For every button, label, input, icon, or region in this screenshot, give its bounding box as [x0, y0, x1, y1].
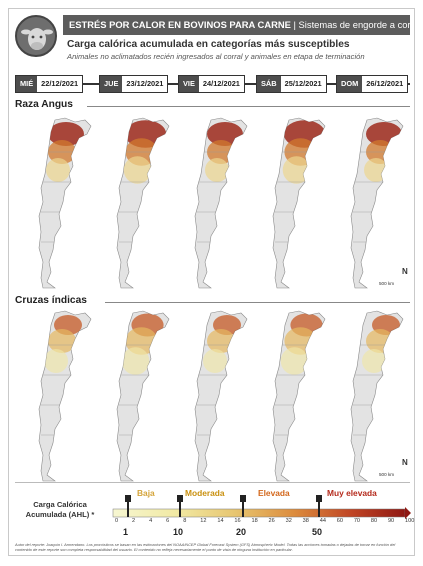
heat-map-indicas-day-2	[103, 305, 179, 485]
section-title-angus: Raza Angus	[15, 99, 73, 110]
threshold-label: 10	[173, 527, 184, 537]
heat-map-indicas-day-3	[181, 305, 257, 485]
date-value: 26/12/2021	[366, 79, 404, 88]
legend-color-bar	[112, 495, 411, 519]
legend-tick: 26	[268, 518, 275, 524]
legend-category-baja: Baja	[137, 488, 155, 498]
date-chip: VIE 24/12/2021	[178, 75, 245, 93]
legend: Carga Calórica Acumulada (AHL) * Baja Mo…	[15, 482, 414, 540]
header: ESTRÉS POR CALOR EN BOVINOS PARA CARNE |…	[9, 9, 414, 79]
legend-tick: 4	[149, 518, 153, 524]
section-divider	[105, 302, 410, 303]
report-title-suffix: | Sistemas de engorde a corral	[290, 19, 411, 30]
legend-tick: 90	[387, 518, 395, 524]
date-value: 23/12/2021	[126, 79, 164, 88]
date-value: 24/12/2021	[202, 79, 240, 88]
legend-category-moderada: Moderada	[185, 488, 225, 498]
date-chip: JUE 23/12/2021	[99, 75, 169, 93]
heat-map-indicas-day-4	[259, 305, 335, 485]
heat-map-angus-day-4	[259, 112, 335, 292]
day-label: MIÉ	[16, 76, 38, 92]
legend-tick: 44	[319, 518, 326, 524]
day-label: JUE	[100, 76, 123, 92]
report-frame: ESTRÉS POR CALOR EN BOVINOS PARA CARNE |…	[8, 8, 415, 556]
legend-tick: 70	[353, 518, 361, 524]
subtitle: Carga calórica acumulada en categorías m…	[67, 39, 350, 50]
heat-map-angus-day-1	[25, 112, 101, 292]
heat-map-indicas-day-5	[337, 305, 413, 485]
legend-tick: 0	[115, 518, 119, 524]
title-bar: ESTRÉS POR CALOR EN BOVINOS PARA CARNE |…	[63, 15, 410, 35]
heat-map-angus-day-2	[103, 112, 179, 292]
legend-category-muy-elevada: Muy elevada	[327, 488, 377, 498]
north-arrow-icon: N	[402, 267, 408, 276]
footnote: Autor del reporte: Joaquín I. Armendano.…	[15, 542, 396, 552]
legend-tick: 8	[183, 518, 187, 524]
date-chip: MIÉ 22/12/2021	[15, 75, 84, 93]
day-label: DOM	[337, 76, 363, 92]
legend-label: Carga Calórica Acumulada (AHL) *	[25, 500, 95, 519]
legend-tick: 18	[251, 518, 258, 524]
day-label: SÁB	[257, 76, 281, 92]
report-title: ESTRÉS POR CALOR EN BOVINOS PARA CARNE	[69, 19, 291, 30]
cow-head-icon	[15, 15, 57, 57]
threshold-label: 1	[123, 527, 129, 537]
scale-bar: 500 km	[379, 472, 395, 477]
legend-tick: 60	[336, 518, 343, 524]
legend-tick: 2	[132, 518, 136, 524]
day-label: VIE	[179, 76, 199, 92]
north-arrow-icon: N	[402, 458, 408, 467]
legend-category-elevada: Elevada	[258, 488, 290, 498]
date-value: 22/12/2021	[41, 79, 79, 88]
legend-tick: 16	[234, 518, 241, 524]
date-chip: DOM 26/12/2021	[336, 75, 409, 93]
legend-tick: 100	[405, 518, 415, 524]
heat-map-angus-day-5	[337, 112, 413, 292]
legend-tick: 6	[166, 518, 170, 524]
legend-tick: 12	[200, 518, 207, 524]
section-title-indicas: Cruzas índicas	[15, 295, 87, 306]
threshold-label: 50	[312, 527, 323, 537]
date-chip: SÁB 25/12/2021	[256, 75, 327, 93]
date-value: 25/12/2021	[284, 79, 322, 88]
section-divider	[87, 106, 410, 107]
subtitle-description: Animales no aclimatados recién ingresado…	[67, 52, 365, 61]
threshold-label: 20	[236, 527, 247, 537]
legend-tick: 80	[370, 518, 378, 524]
heat-map-indicas-day-1	[25, 305, 101, 485]
heat-map-angus-day-3	[181, 112, 257, 292]
legend-tick: 32	[285, 518, 292, 524]
scale-bar: 500 km	[379, 281, 395, 286]
date-timeline: MIÉ 22/12/2021 JUE 23/12/2021 VIE 24/12/202…	[15, 75, 410, 93]
legend-tick: 14	[217, 518, 224, 524]
legend-tick: 38	[302, 518, 309, 524]
